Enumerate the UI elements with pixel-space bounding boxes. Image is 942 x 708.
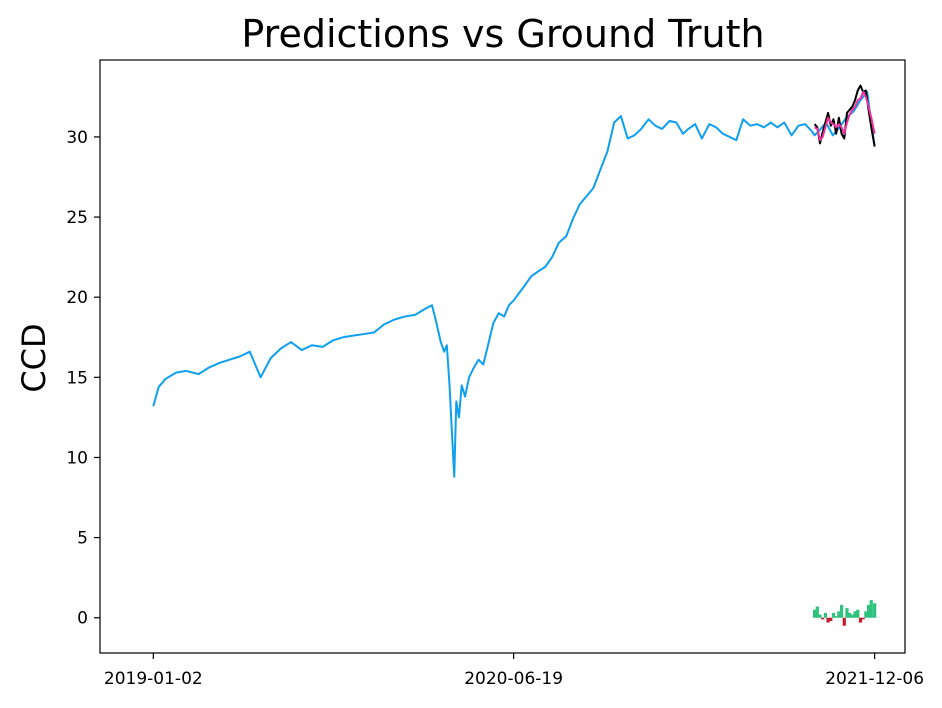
plot-frame: [99, 59, 906, 654]
x-tick-label: 2021-12-06: [825, 669, 924, 689]
y-tick-label: 25: [66, 208, 88, 228]
y-tick-label: 15: [66, 368, 88, 388]
ground-truth-line: [813, 84, 876, 147]
error-bar: [853, 611, 857, 618]
error-bar: [866, 604, 871, 618]
y-tick-label: 5: [77, 529, 88, 549]
error-bar: [842, 617, 846, 626]
y-tick-label: 10: [66, 448, 88, 468]
error-bar: [829, 617, 833, 621]
error-bar: [818, 614, 822, 618]
error-bar: [856, 609, 860, 618]
error-bar: [826, 617, 830, 623]
y-tick-label: 30: [66, 128, 88, 148]
error-bar: [869, 600, 873, 618]
prediction-line: [814, 91, 876, 142]
x-tick-label: 2019-01-02: [104, 669, 203, 689]
history-line: [152, 91, 876, 478]
error-bar: [812, 609, 817, 618]
error-bar: [858, 617, 863, 623]
error-bar: [815, 606, 819, 618]
error-bars: [812, 600, 877, 626]
y-tick-label: 0: [77, 609, 88, 629]
error-bar: [845, 608, 849, 618]
error-bar: [873, 603, 877, 618]
error-bar: [834, 616, 838, 618]
error-bar: [861, 617, 865, 620]
chart-title: Predictions vs Ground Truth: [241, 12, 764, 56]
error-bar: [823, 612, 827, 618]
error-bar: [839, 604, 844, 618]
error-bar: [831, 612, 836, 618]
x-tick-label: 2020-06-19: [464, 669, 563, 689]
error-bar: [821, 617, 825, 620]
y-tick-label: 20: [66, 288, 88, 308]
error-bar: [837, 611, 841, 618]
error-bar: [850, 614, 854, 618]
error-bar: [864, 611, 868, 618]
y-axis-label: CCD: [15, 323, 53, 392]
error-bar: [848, 612, 852, 618]
axes: 0 5 10 15 20 25 30 2019-01-02 2020-06-19 2021-12-…: [66, 59, 924, 689]
plot-area: [152, 84, 877, 626]
